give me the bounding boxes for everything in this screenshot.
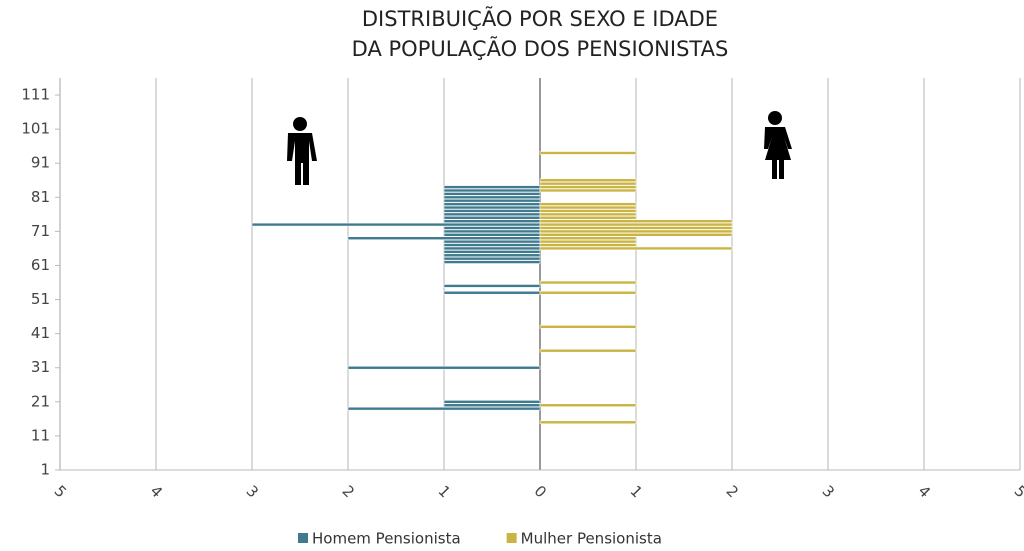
y-tick-label: 111: [21, 86, 50, 104]
bar: [347, 366, 541, 370]
bar: [443, 192, 541, 196]
bar: [443, 253, 541, 257]
y-tick-label: 21: [31, 392, 50, 410]
bar: [539, 403, 637, 407]
bar: [443, 199, 541, 203]
chart-title: DISTRIBUIÇÃO POR SEXO E IDADE: [362, 5, 718, 31]
bar: [539, 233, 733, 237]
bar: [443, 229, 541, 234]
bar: [443, 205, 541, 210]
bar: [539, 188, 637, 193]
bar: [539, 219, 733, 223]
bar: [539, 212, 637, 217]
legend-swatch: [298, 533, 308, 543]
bar: [539, 280, 637, 285]
bar: [443, 188, 541, 193]
x-tick-label: 1: [435, 482, 454, 501]
bar: [443, 260, 541, 264]
bar: [539, 291, 637, 295]
bar: [539, 216, 637, 220]
bar: [443, 226, 541, 230]
y-tick-label: 31: [31, 358, 50, 376]
bar: [443, 246, 541, 251]
bar: [539, 226, 733, 230]
bar: [347, 236, 541, 240]
bar: [443, 219, 541, 223]
bar: [443, 233, 541, 237]
bar: [443, 216, 541, 220]
y-tick-label: 91: [31, 154, 50, 172]
bar: [539, 348, 637, 353]
y-tick-label: 41: [31, 324, 50, 342]
bar: [539, 246, 733, 251]
bar: [443, 403, 541, 407]
chart-title: DA POPULAÇÃO DOS PENSIONISTAS: [352, 35, 729, 61]
y-tick-label: 11: [31, 426, 50, 444]
x-tick-label: 3: [819, 482, 838, 501]
bar: [251, 222, 541, 227]
bar: [539, 209, 637, 213]
bar: [539, 229, 733, 234]
bar: [539, 178, 637, 182]
bar: [443, 195, 541, 200]
bar: [539, 205, 637, 210]
bar: [539, 185, 637, 189]
bar: [443, 256, 541, 261]
bar: [443, 284, 541, 288]
man-icon: [287, 117, 317, 185]
y-tick-label: 61: [31, 256, 50, 274]
bar: [539, 151, 637, 155]
bar: [443, 239, 541, 244]
legend-label: Mulher Pensionista: [521, 530, 662, 548]
y-tick-label: 101: [21, 120, 50, 138]
x-tick-label: 5: [1011, 482, 1024, 501]
bar: [539, 239, 637, 244]
legend-label: Homem Pensionista: [312, 530, 461, 548]
legend-swatch: [506, 533, 517, 543]
bar: [539, 202, 637, 206]
bar: [539, 222, 733, 227]
bar: [443, 400, 541, 404]
bar: [347, 406, 541, 411]
bar: [443, 185, 541, 189]
y-tick-label: 81: [31, 188, 50, 206]
x-tick-label: 3: [243, 482, 262, 501]
bar: [443, 291, 541, 295]
bar: [539, 420, 637, 424]
bar: [443, 212, 541, 217]
bar: [443, 209, 541, 213]
x-tick-label: 5: [51, 482, 70, 501]
y-tick-label: 51: [31, 290, 50, 308]
woman-icon: [764, 111, 792, 179]
y-tick-label: 1: [40, 461, 50, 479]
bar: [539, 243, 637, 247]
x-tick-label: 4: [915, 482, 934, 501]
bar: [539, 325, 637, 329]
bar: [443, 202, 541, 206]
bar: [539, 181, 637, 186]
bar: [539, 236, 637, 240]
bar: [443, 243, 541, 247]
bar: [443, 250, 541, 254]
x-tick-label: 0: [531, 482, 550, 501]
x-tick-label: 4: [147, 482, 166, 501]
x-tick-label: 2: [723, 482, 742, 501]
x-tick-label: 1: [627, 482, 646, 501]
y-tick-label: 71: [31, 222, 50, 240]
x-tick-label: 2: [339, 482, 358, 501]
